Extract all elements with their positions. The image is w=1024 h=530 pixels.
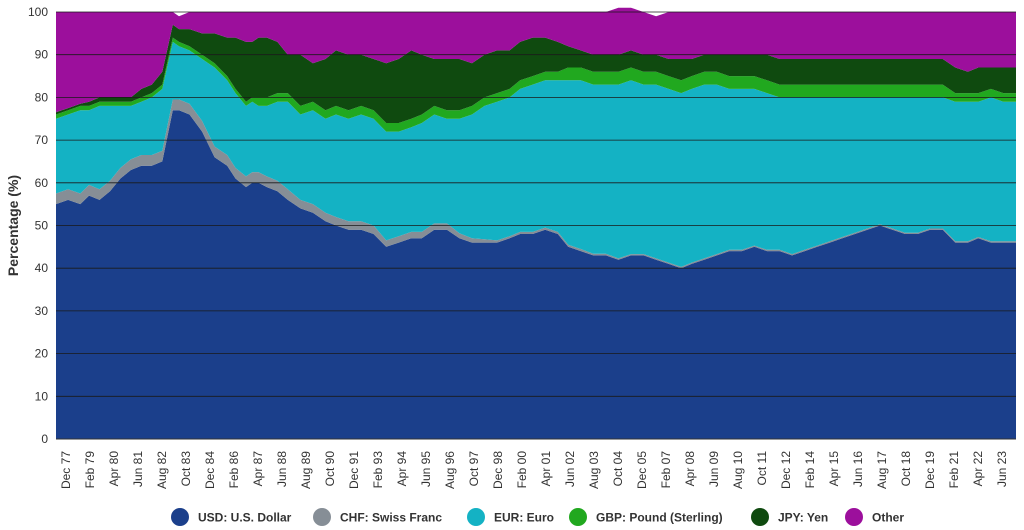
x-tick-label: Dec 77 <box>59 451 73 489</box>
x-tick-label: Aug 82 <box>155 451 169 489</box>
x-tick-label: Feb 21 <box>947 451 961 489</box>
legend-label: CHF: Swiss Franc <box>340 511 442 525</box>
y-tick-label: 60 <box>35 176 49 190</box>
x-tick-label: Oct 11 <box>755 451 769 486</box>
area-layers <box>56 7 1016 439</box>
x-tick-label: Dec 05 <box>635 451 649 489</box>
x-tick-label: Oct 90 <box>323 451 337 487</box>
x-tick-label: Aug 96 <box>443 451 457 489</box>
x-tick-label: Dec 19 <box>923 451 937 489</box>
legend-label: Other <box>872 511 904 525</box>
x-tick-label: Feb 14 <box>803 451 817 489</box>
legend-swatch-usd-u-s-dollar <box>171 508 189 526</box>
x-axis-ticks: Dec 77 Feb 79 Apr 80 Jun 81 Aug 82 Oct 83 Dec … <box>59 451 1009 489</box>
y-axis-ticks: 0 10 20 30 40 50 60 70 80 90 100 <box>28 5 48 446</box>
legend-swatch-chf-swiss-franc <box>313 508 331 526</box>
area-series-chf-swiss-franc <box>56 99 1016 269</box>
y-tick-label: 30 <box>35 304 49 318</box>
y-tick-label: 0 <box>41 432 48 446</box>
x-tick-label: Oct 18 <box>899 451 913 487</box>
area-series-gbp-pound-sterling <box>56 37 1016 132</box>
x-tick-label: Apr 22 <box>971 451 985 487</box>
legend-swatch-gbp-pound-sterling <box>569 508 587 526</box>
x-tick-label: Feb 86 <box>227 451 241 489</box>
x-tick-label: Apr 01 <box>539 451 553 487</box>
x-tick-label: Feb 93 <box>371 451 385 489</box>
legend: USD: U.S. Dollar CHF: Swiss Franc EUR: Eur… <box>171 508 904 526</box>
y-tick-label: 80 <box>35 90 49 104</box>
x-tick-label: Apr 08 <box>683 451 697 487</box>
x-tick-label: Jun 95 <box>419 451 433 487</box>
legend-label: GBP: Pound (Sterling) <box>596 511 723 525</box>
area-series-jpy-yen <box>56 24 1016 123</box>
x-tick-label: Aug 89 <box>299 451 313 489</box>
x-tick-label: Oct 83 <box>179 451 193 487</box>
legend-swatch-other <box>845 508 863 526</box>
x-tick-label: Feb 07 <box>659 451 673 489</box>
y-tick-label: 90 <box>35 48 49 62</box>
x-tick-label: Jun 16 <box>851 451 865 487</box>
y-tick-label: 20 <box>35 347 49 361</box>
x-tick-label: Oct 97 <box>467 451 481 487</box>
legend-label: JPY: Yen <box>778 511 828 525</box>
y-tick-label: 40 <box>35 261 49 275</box>
legend-swatch-eur-euro <box>467 508 485 526</box>
legend-label: USD: U.S. Dollar <box>198 511 292 525</box>
x-tick-label: Jun 23 <box>995 451 1009 487</box>
x-tick-label: Aug 17 <box>875 451 889 489</box>
x-tick-label: Feb 79 <box>83 451 97 489</box>
y-tick-label: 70 <box>35 133 49 147</box>
area-series-other <box>56 7 1016 113</box>
x-tick-label: Feb 00 <box>515 451 529 489</box>
x-tick-label: Aug 03 <box>587 451 601 489</box>
y-tick-label: 50 <box>35 219 49 233</box>
y-tick-label: 100 <box>28 5 48 19</box>
x-tick-label: Jun 81 <box>131 451 145 487</box>
y-tick-label: 10 <box>35 389 49 403</box>
legend-swatch-jpy-yen <box>751 508 769 526</box>
x-tick-label: Apr 15 <box>827 451 841 487</box>
x-tick-label: Apr 94 <box>395 451 409 487</box>
x-tick-label: Dec 84 <box>203 451 217 489</box>
gridlines <box>56 11 1016 397</box>
x-tick-label: Jun 88 <box>275 451 289 487</box>
x-tick-label: Oct 04 <box>611 451 625 487</box>
area-series-usd-u-s-dollar <box>56 110 1016 439</box>
x-tick-label: Dec 91 <box>347 451 361 489</box>
x-tick-label: Apr 87 <box>251 451 265 487</box>
x-tick-label: Dec 98 <box>491 451 505 489</box>
x-tick-label: Dec 12 <box>779 451 793 489</box>
x-tick-label: Jun 02 <box>563 451 577 487</box>
area-series-eur-euro <box>56 41 1016 267</box>
x-tick-label: Apr 80 <box>107 451 121 487</box>
y-axis-label: Percentage (%) <box>5 175 21 276</box>
x-tick-label: Aug 10 <box>731 451 745 489</box>
x-tick-label: Jun 09 <box>707 451 721 487</box>
legend-label: EUR: Euro <box>494 511 554 525</box>
